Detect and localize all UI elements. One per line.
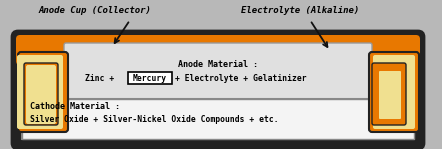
FancyBboxPatch shape xyxy=(24,63,58,125)
Bar xyxy=(22,99,414,139)
FancyBboxPatch shape xyxy=(26,65,56,124)
Text: Anode Material :: Anode Material : xyxy=(178,60,258,69)
FancyBboxPatch shape xyxy=(372,63,406,125)
Bar xyxy=(22,99,414,139)
FancyBboxPatch shape xyxy=(369,52,419,132)
Text: Electrolyte (Alkaline): Electrolyte (Alkaline) xyxy=(241,6,359,15)
FancyBboxPatch shape xyxy=(18,52,68,132)
Text: + Electrolyte + Gelatinizer: + Electrolyte + Gelatinizer xyxy=(175,74,307,83)
Text: Mercury: Mercury xyxy=(133,74,167,83)
Text: Silver Oxide + Silver-Nickel Oxide Compounds + etc.: Silver Oxide + Silver-Nickel Oxide Compo… xyxy=(30,115,278,124)
Text: Cathode Material :: Cathode Material : xyxy=(30,102,120,111)
FancyBboxPatch shape xyxy=(16,35,420,65)
Text: Zinc +: Zinc + xyxy=(85,74,114,83)
FancyBboxPatch shape xyxy=(17,55,63,129)
FancyBboxPatch shape xyxy=(373,55,415,129)
FancyBboxPatch shape xyxy=(64,43,372,103)
Bar xyxy=(128,72,172,84)
FancyBboxPatch shape xyxy=(379,71,401,119)
FancyBboxPatch shape xyxy=(12,31,424,149)
FancyBboxPatch shape xyxy=(29,71,51,119)
Text: Anode Cup (Collector): Anode Cup (Collector) xyxy=(38,6,152,15)
